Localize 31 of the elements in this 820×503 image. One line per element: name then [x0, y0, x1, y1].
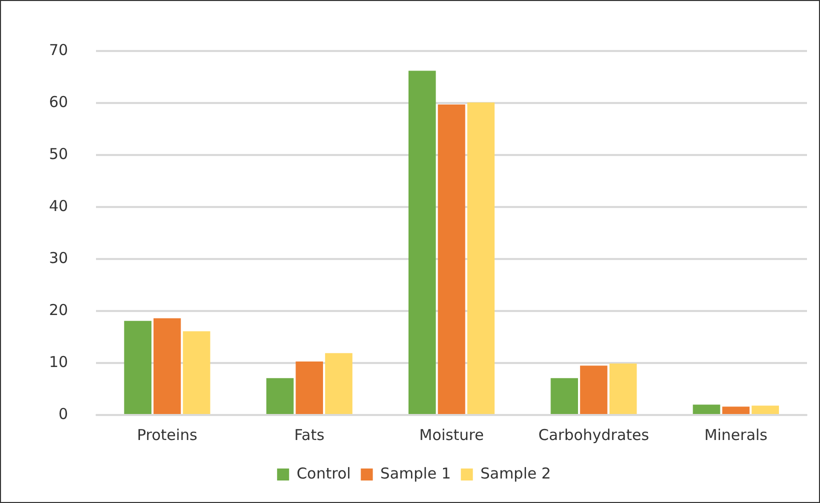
bar: [752, 406, 779, 414]
y-tick-label: 70: [48, 40, 68, 59]
y-tick-label: 60: [48, 92, 68, 111]
x-tick-label: Moisture: [419, 426, 484, 444]
y-tick-label: 20: [48, 300, 68, 319]
y-tick-label: 40: [48, 196, 68, 215]
bar: [182, 331, 210, 414]
legend-label: Sample 1: [380, 464, 451, 482]
bar: [325, 353, 352, 414]
bar: [154, 318, 181, 414]
x-tick-label: Carbohydrates: [538, 426, 650, 444]
legend-label: Control: [296, 464, 351, 482]
y-tick-label: 0: [58, 404, 68, 423]
y-tick-label: 50: [48, 144, 68, 163]
bar: [266, 378, 294, 414]
x-tick-label: Minerals: [704, 426, 768, 444]
y-tick-label: 30: [48, 248, 68, 267]
bar: [408, 70, 436, 414]
x-tick-label: Fats: [294, 426, 325, 444]
bar: [467, 102, 495, 414]
x-tick-label: Proteins: [136, 426, 198, 444]
bar: [550, 378, 578, 414]
bar: [692, 404, 720, 414]
bar: [124, 320, 152, 414]
bar: [438, 104, 466, 414]
bar: [722, 406, 750, 414]
y-tick-label: 10: [48, 352, 68, 371]
legend-label: Sample 2: [480, 464, 551, 482]
bar: [609, 364, 637, 414]
bar: [580, 366, 608, 414]
bar: [296, 361, 324, 414]
